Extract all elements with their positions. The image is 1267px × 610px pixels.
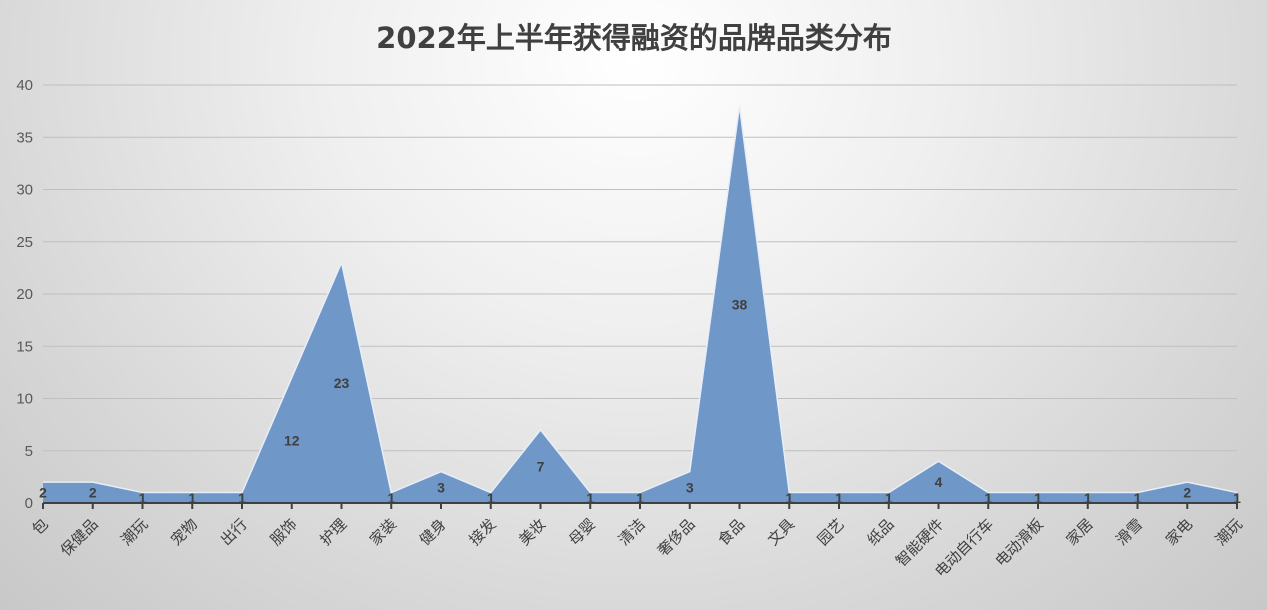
data-label: 1: [785, 490, 793, 506]
x-tick-label: 服饰: [267, 515, 301, 549]
data-label: 1: [586, 490, 594, 506]
data-label: 1: [984, 490, 992, 506]
x-tick-label: 家装: [366, 515, 400, 549]
x-tick-label: 纸品: [864, 515, 898, 549]
y-axis: 0 5 10 15 20 25 30 35 40: [16, 77, 33, 512]
data-label: 1: [487, 490, 495, 506]
y-tick-label: 25: [16, 234, 33, 251]
x-tick-label: 园艺: [814, 515, 848, 549]
data-label: 1: [238, 490, 246, 506]
area-fill: [43, 105, 1237, 504]
data-label: 2: [1183, 485, 1191, 501]
data-label: 1: [387, 490, 395, 506]
y-tick-label: 10: [16, 391, 33, 408]
y-tick-label: 35: [16, 129, 33, 146]
data-label: 12: [284, 432, 300, 448]
y-tick-label: 0: [25, 495, 33, 512]
data-label: 4: [935, 474, 943, 490]
data-label: 1: [1084, 490, 1092, 506]
x-tick-label: 出行: [217, 515, 251, 549]
data-label: 1: [885, 490, 893, 506]
data-label: 2: [39, 485, 47, 501]
x-tick-label: 家居: [1063, 515, 1097, 549]
data-label: 1: [835, 490, 843, 506]
data-label: 3: [437, 479, 445, 495]
y-tick-label: 40: [16, 77, 33, 94]
area-edge: [43, 105, 1238, 494]
data-label: 2: [89, 485, 97, 501]
x-tick-label: 保健品: [57, 515, 102, 560]
x-tick-label: 食品: [714, 515, 748, 549]
chart-title: 2022年上半年获得融资的品牌品类分布: [376, 21, 892, 55]
x-axis: 包保健品 潮玩 宠物 出行 服饰 护理 家装 健身 接发 美妆 母婴 清洁 奢侈品 食品 文具 园艺 纸品智能硬…: [28, 502, 1246, 581]
y-tick-label: 15: [16, 338, 33, 355]
x-tick-label: 包: [28, 515, 51, 538]
x-tick-label: 母婴: [565, 515, 599, 549]
data-label: 1: [636, 490, 644, 506]
x-tick-label: 健身: [416, 515, 450, 549]
x-tick-label: 宠物: [167, 515, 201, 549]
x-tick-label: 滑雪: [1112, 515, 1146, 549]
data-label: 23: [334, 375, 350, 391]
x-tick-label: 潮玩: [117, 515, 151, 549]
y-tick-label: 20: [16, 286, 33, 303]
y-tick-label: 30: [16, 182, 33, 199]
x-tick-label: 清洁: [615, 515, 649, 549]
data-label: 3: [686, 479, 694, 495]
x-tick-label: 奢侈品: [654, 515, 699, 560]
data-label: 1: [188, 490, 196, 506]
data-label: 1: [1233, 490, 1241, 506]
data-label: 38: [732, 296, 748, 312]
x-tick-label: 家电: [1162, 515, 1196, 549]
area-series: [43, 105, 1238, 504]
data-label: 1: [139, 490, 147, 506]
x-tick-label: 潮玩: [1212, 515, 1246, 549]
x-tick-label: 护理: [316, 515, 350, 549]
gridlines: [43, 84, 1237, 452]
x-tick-label: 接发: [466, 515, 500, 549]
y-tick-label: 5: [25, 443, 33, 460]
data-label: 7: [537, 458, 545, 474]
x-tick-label: 文具: [764, 515, 798, 549]
x-tick-label: 电动滑板: [992, 515, 1047, 570]
data-label: 1: [1134, 490, 1142, 506]
data-label: 1: [1034, 490, 1042, 506]
x-tick-label: 美妆: [515, 515, 549, 549]
